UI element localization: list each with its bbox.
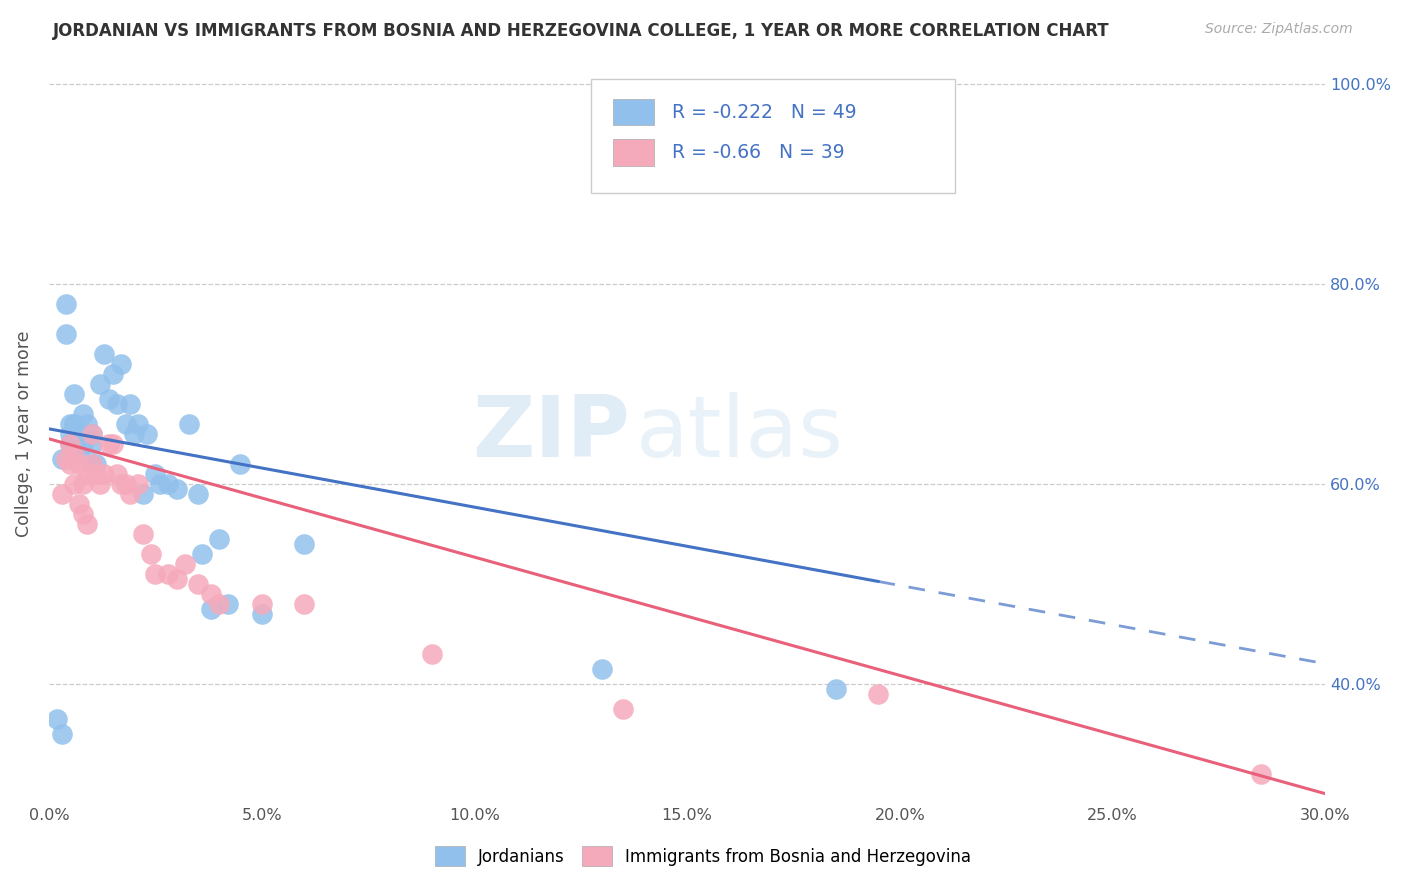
Point	[131, 526, 153, 541]
Point	[612, 701, 634, 715]
Point	[84, 457, 107, 471]
Point	[76, 516, 98, 531]
Point	[187, 576, 209, 591]
FancyBboxPatch shape	[592, 78, 955, 194]
Point	[200, 587, 222, 601]
Point	[105, 467, 128, 481]
Text: ZIP: ZIP	[472, 392, 630, 475]
Point	[59, 457, 82, 471]
Point	[420, 647, 443, 661]
Point	[825, 681, 848, 696]
Point	[67, 437, 90, 451]
Point	[868, 687, 890, 701]
Text: JORDANIAN VS IMMIGRANTS FROM BOSNIA AND HERZEGOVINA COLLEGE, 1 YEAR OR MORE CORR: JORDANIAN VS IMMIGRANTS FROM BOSNIA AND …	[53, 22, 1111, 40]
Y-axis label: College, 1 year or more: College, 1 year or more	[15, 331, 32, 537]
Point	[217, 597, 239, 611]
Point	[118, 487, 141, 501]
Point	[63, 417, 86, 431]
Point	[55, 326, 77, 341]
Point	[93, 467, 115, 481]
Point	[166, 572, 188, 586]
Point	[51, 726, 73, 740]
Point	[63, 417, 86, 431]
Bar	[613, 99, 654, 126]
Point	[131, 487, 153, 501]
Point	[105, 397, 128, 411]
Point	[67, 447, 90, 461]
Point	[591, 662, 613, 676]
Point	[143, 467, 166, 481]
Point	[122, 426, 145, 441]
Point	[187, 487, 209, 501]
Point	[101, 367, 124, 381]
Text: Source: ZipAtlas.com: Source: ZipAtlas.com	[1205, 22, 1353, 37]
Point	[1250, 766, 1272, 780]
Point	[97, 437, 120, 451]
Legend: Jordanians, Immigrants from Bosnia and Herzegovina: Jordanians, Immigrants from Bosnia and H…	[429, 839, 977, 873]
Point	[72, 437, 94, 451]
Point	[110, 476, 132, 491]
Point	[292, 597, 315, 611]
Point	[292, 537, 315, 551]
Point	[250, 597, 273, 611]
Point	[59, 417, 82, 431]
Point	[80, 457, 103, 471]
Point	[174, 557, 197, 571]
Point	[127, 417, 149, 431]
Point	[76, 417, 98, 431]
Point	[55, 297, 77, 311]
Point	[250, 607, 273, 621]
Point	[179, 417, 201, 431]
Point	[114, 476, 136, 491]
Point	[97, 392, 120, 406]
Point	[80, 437, 103, 451]
Point	[59, 426, 82, 441]
Point	[166, 482, 188, 496]
Point	[191, 547, 214, 561]
Point	[67, 497, 90, 511]
Point	[55, 451, 77, 466]
Point	[51, 487, 73, 501]
Point	[80, 426, 103, 441]
Point	[157, 476, 180, 491]
Point	[59, 437, 82, 451]
Point	[51, 451, 73, 466]
Point	[67, 426, 90, 441]
Text: R = -0.222   N = 49: R = -0.222 N = 49	[672, 103, 856, 121]
Point	[143, 566, 166, 581]
Point	[89, 376, 111, 391]
Point	[67, 457, 90, 471]
Point	[139, 547, 162, 561]
Point	[72, 407, 94, 421]
Point	[72, 476, 94, 491]
Point	[118, 397, 141, 411]
Point	[76, 426, 98, 441]
Point	[208, 532, 231, 546]
Point	[72, 507, 94, 521]
Point	[229, 457, 252, 471]
Point	[76, 467, 98, 481]
Point	[84, 467, 107, 481]
Point	[80, 457, 103, 471]
Text: atlas: atlas	[636, 392, 844, 475]
Point	[80, 426, 103, 441]
Point	[157, 566, 180, 581]
Bar	[613, 139, 654, 166]
Point	[114, 417, 136, 431]
Point	[63, 387, 86, 401]
Point	[89, 476, 111, 491]
Point	[93, 347, 115, 361]
Point	[63, 447, 86, 461]
Point	[110, 357, 132, 371]
Point	[135, 426, 157, 441]
Point	[63, 476, 86, 491]
Point	[208, 597, 231, 611]
Text: R = -0.66   N = 39: R = -0.66 N = 39	[672, 144, 845, 162]
Point	[148, 476, 170, 491]
Point	[200, 601, 222, 615]
Point	[101, 437, 124, 451]
Point	[59, 437, 82, 451]
Point	[46, 712, 69, 726]
Point	[127, 476, 149, 491]
